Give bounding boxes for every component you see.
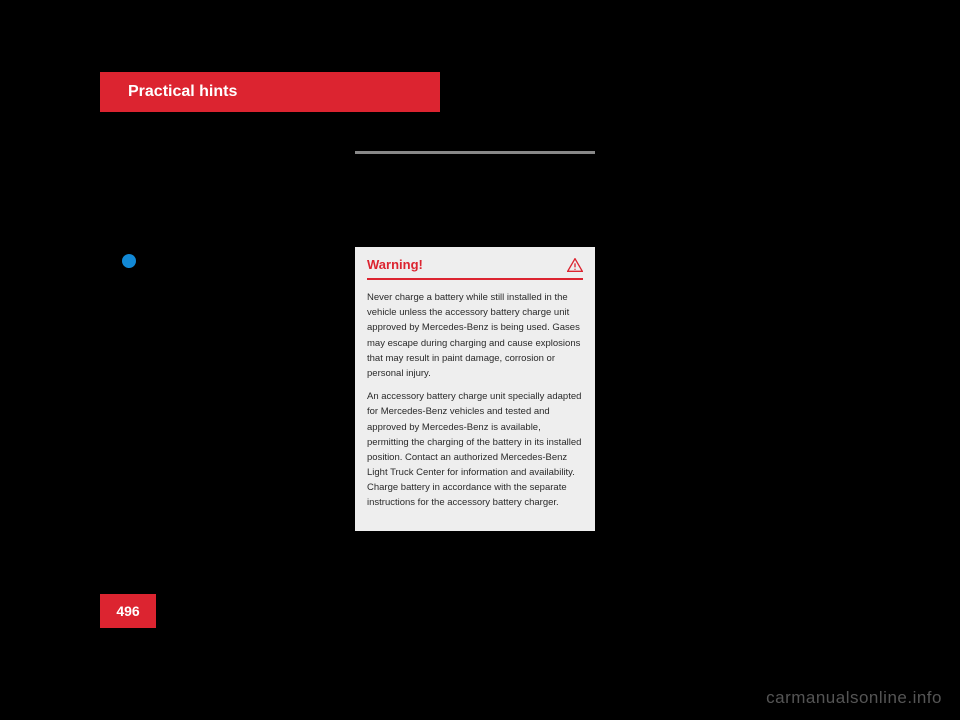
warning-triangle-icon xyxy=(567,258,583,272)
bullet-icon xyxy=(122,254,136,268)
warning-body: Never charge a battery while still insta… xyxy=(367,290,583,511)
section-header-tab: Practical hints xyxy=(100,72,440,112)
warning-box: Warning! Never charge a battery while st… xyxy=(355,247,595,531)
page-container: Practical hints Warning! Never charge a … xyxy=(0,0,960,720)
warning-header: Warning! xyxy=(367,257,583,280)
warning-paragraph-1: Never charge a battery while still insta… xyxy=(367,290,583,381)
page-number-tab: 496 xyxy=(100,594,156,628)
page-number: 496 xyxy=(116,603,139,619)
watermark: carmanualsonline.info xyxy=(766,688,942,708)
section-title: Practical hints xyxy=(128,83,237,101)
warning-paragraph-2: An accessory battery charge unit special… xyxy=(367,389,583,511)
warning-title: Warning! xyxy=(367,257,423,272)
divider-line xyxy=(355,151,595,154)
